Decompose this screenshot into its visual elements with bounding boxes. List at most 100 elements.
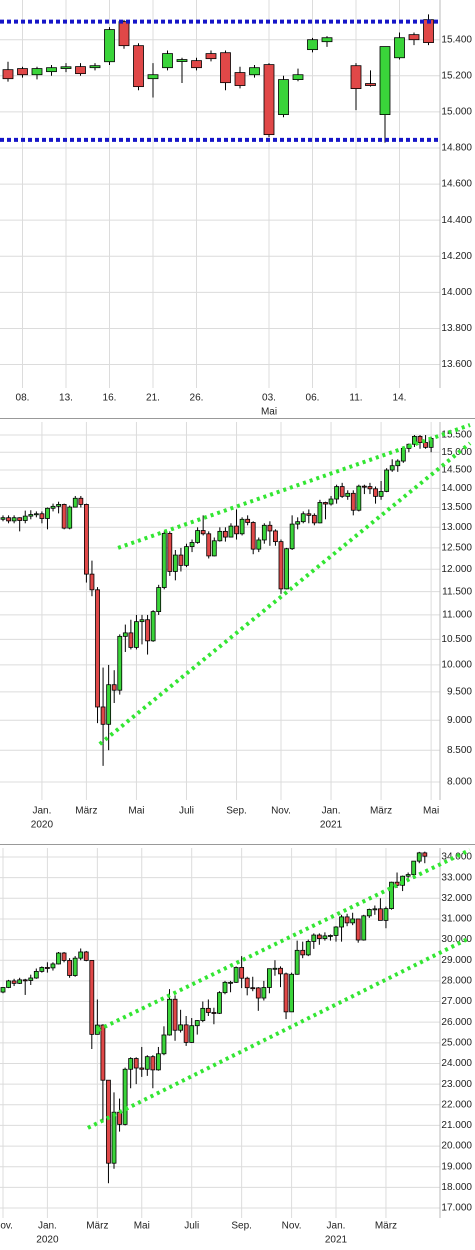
candle-body — [189, 1025, 195, 1043]
y-tick-label: 34.000 — [441, 852, 472, 863]
candle-body — [161, 1034, 167, 1055]
candle-body — [316, 934, 322, 939]
candle-body — [17, 68, 28, 76]
candle-body — [306, 513, 312, 516]
candle-body — [394, 881, 400, 886]
candle-body — [156, 587, 162, 613]
candle-body — [172, 554, 178, 572]
candle-body — [162, 53, 173, 69]
y-tick-label: 12.500 — [441, 543, 472, 554]
candle-body — [255, 987, 261, 999]
y-tick-label: 9.500 — [447, 686, 472, 697]
candle-body — [45, 967, 50, 969]
y-tick-label: 14.200 — [441, 251, 472, 262]
candle-body — [294, 949, 300, 975]
candle-body — [178, 554, 184, 566]
candle-body — [383, 908, 389, 921]
candle-body — [377, 908, 383, 921]
x-tick-sublabel: 2021 — [320, 820, 343, 831]
candle-body — [191, 60, 202, 69]
candle-body — [147, 74, 159, 80]
candle-body — [167, 532, 173, 572]
y-tick-label: 14.000 — [441, 483, 472, 494]
x-tick-label: März — [370, 806, 392, 817]
candle-body — [284, 548, 289, 590]
y-tick-label: 14.500 — [441, 465, 472, 476]
candle-body — [408, 34, 420, 41]
candle-body — [283, 973, 289, 1013]
candle-body — [378, 491, 384, 497]
candle-body — [150, 611, 156, 642]
candle-body — [31, 68, 43, 76]
candle-body — [344, 916, 350, 924]
x-tick-label: 21. — [146, 393, 160, 404]
candle-body — [289, 523, 295, 550]
candle-body — [261, 524, 267, 541]
x-tick-label: 11. — [349, 393, 362, 404]
y-tick-label: 24.000 — [441, 1058, 472, 1069]
candle-body — [45, 507, 50, 519]
y-tick-label: 15.200 — [441, 70, 472, 81]
candle-body — [122, 632, 128, 637]
candle-body — [72, 957, 78, 976]
y-tick-label: 13.800 — [441, 323, 472, 334]
candle-body — [222, 530, 228, 538]
candle-body — [217, 992, 222, 1014]
candle-body — [405, 874, 411, 877]
candle-body — [412, 435, 417, 445]
candle-body — [266, 968, 272, 988]
candle-body — [355, 918, 361, 941]
candle-body — [361, 485, 367, 488]
x-tick-label: 08. — [16, 393, 30, 404]
candle-body — [17, 517, 23, 521]
candle-body — [200, 530, 206, 535]
candle-body — [134, 621, 139, 648]
candle-body — [128, 1058, 134, 1070]
candle-body — [33, 970, 39, 979]
candle-body — [384, 469, 390, 492]
candle-body — [183, 1024, 189, 1043]
candle-body — [61, 952, 67, 961]
candle-body — [234, 525, 239, 535]
candles — [2, 14, 434, 143]
y-tick-label: 13.600 — [441, 359, 472, 370]
candle-body — [167, 998, 172, 1036]
candle-body — [345, 492, 351, 497]
candle-body — [379, 46, 391, 115]
candle-body — [61, 504, 67, 529]
y-tick-label: 25.000 — [441, 1037, 472, 1048]
y-tick-label: 11.500 — [442, 586, 472, 597]
candle-body — [361, 915, 367, 941]
x-tick-label: Nov. — [271, 806, 291, 817]
candle-body — [172, 998, 178, 1031]
candle-body — [239, 967, 245, 979]
candle-body — [350, 492, 356, 511]
trend-line — [87, 936, 471, 1130]
candle-body — [33, 513, 39, 516]
y-tick-label: 15.000 — [441, 447, 472, 458]
candle-body — [89, 960, 95, 1035]
candle-body — [111, 684, 117, 691]
y-tick-label: 17.000 — [441, 1203, 472, 1214]
candle-body — [273, 530, 278, 543]
candle-body — [0, 987, 6, 993]
candle-body — [222, 981, 228, 994]
candle-body — [22, 979, 28, 982]
y-tick-label: 30.000 — [441, 934, 472, 945]
y-tick-label: 8.000 — [447, 777, 472, 788]
candle-body — [217, 530, 223, 542]
x-tick-label: Mai — [423, 806, 439, 817]
candle-body — [11, 980, 17, 984]
candle-body — [389, 881, 394, 910]
y-tick-label: 15.400 — [441, 34, 472, 45]
candle-body — [50, 963, 56, 969]
candle-body — [89, 65, 101, 69]
candle-body — [311, 934, 317, 942]
candle-body — [100, 1024, 106, 1081]
candle-body — [78, 951, 84, 959]
candle-body — [311, 514, 317, 524]
candle-body — [295, 521, 301, 525]
x-tick-label: Jan. — [322, 806, 341, 817]
